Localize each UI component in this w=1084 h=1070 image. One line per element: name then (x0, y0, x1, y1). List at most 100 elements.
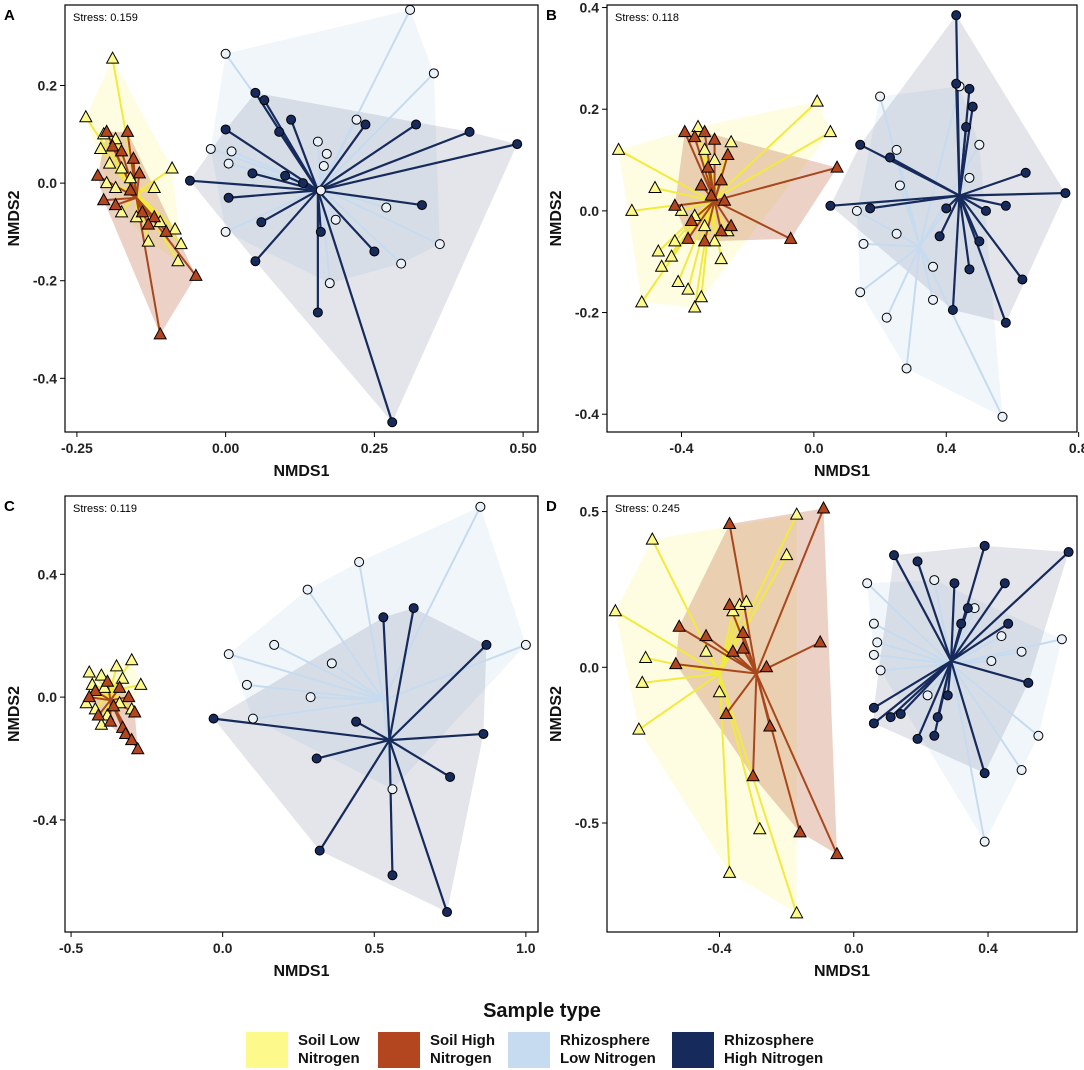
point-rhizo-low (220, 48, 231, 59)
point-soil-high (672, 619, 687, 632)
point-rhizo-high (360, 119, 371, 130)
spider-line-rhizo-high (889, 156, 961, 197)
point-rhizo-low (330, 214, 341, 225)
point-soil-high (120, 124, 135, 137)
panel-d: D Stress: 0.245 -0.4 0.0 0.4 0.5 0.0 -0.5 NMDS1 N… (546, 495, 1078, 980)
x-tick-label: 0.4 (937, 440, 957, 456)
panel-letter: B (546, 7, 557, 24)
point-soil-low (789, 507, 804, 520)
legend-swatch-soil-high (378, 1032, 420, 1068)
point-rhizo-low (315, 185, 326, 196)
spider-line-rhizo-low (320, 187, 402, 265)
spider-line-soil-high (714, 199, 792, 240)
spider-line-rhizo-high (958, 194, 1024, 281)
y-tick-label: -0.4 (575, 406, 599, 422)
spider-line-rhizo-high (388, 607, 415, 741)
spider-line-soil-low (654, 187, 712, 202)
point-soil-low (147, 180, 162, 193)
spider-line-rhizo-high (916, 660, 953, 740)
point-soil-low (79, 695, 94, 709)
point-rhizo-low (220, 226, 231, 237)
spider-line-soil-low (718, 673, 761, 830)
point-soil-low (687, 299, 702, 313)
point-soil-high (830, 160, 844, 173)
spider-line-rhizo-high (388, 739, 449, 913)
spider-line-soil-high (675, 663, 757, 675)
point-rhizo-low (324, 278, 335, 289)
point-soil-low (645, 532, 660, 545)
legend-title: Sample type (483, 1000, 601, 1022)
spider-line-soil-low (94, 690, 112, 711)
point-rhizo-high (951, 78, 962, 89)
point-soil-high (684, 213, 699, 227)
point-rhizo-high (416, 200, 427, 211)
point-rhizo-low (891, 228, 902, 239)
spider-line-soil-low (710, 200, 716, 242)
y-axis-title: NMDS2 (6, 190, 23, 246)
point-soil-high (816, 500, 831, 514)
x-tick-label: -0.4 (669, 440, 693, 456)
spider-line-soil-low (694, 199, 712, 217)
point-soil-low (174, 236, 188, 250)
point-rhizo-high (259, 95, 270, 106)
spider-line-rhizo-low (918, 86, 961, 247)
point-rhizo-high (1060, 188, 1071, 199)
point-soil-high (813, 634, 828, 648)
spider-line-soil-low (718, 673, 798, 914)
point-soil-low (632, 722, 646, 735)
point-rhizo-low (428, 68, 439, 79)
x-tick-label: 0.0 (844, 940, 864, 956)
spider-line-rhizo-high (950, 660, 986, 774)
point-soil-low (171, 253, 185, 267)
point-soil-low (697, 142, 712, 155)
point-rhizo-high (912, 556, 923, 567)
point-soil-low (707, 233, 722, 247)
point-soil-high (722, 516, 737, 530)
point-rhizo-low (205, 143, 216, 154)
point-soil-high (724, 218, 738, 232)
point-rhizo-low (922, 690, 933, 701)
point-rhizo-high (964, 83, 975, 94)
point-rhizo-high (220, 124, 231, 135)
y-tick-label: 0.0 (38, 689, 58, 705)
spider-line-soil-high (728, 523, 758, 674)
spider-line-rhizo-high (958, 126, 968, 196)
spider-line-rhizo-high (316, 190, 394, 423)
spider-line-soil-low (614, 610, 720, 675)
point-soil-low (810, 94, 825, 107)
x-tick-label: -0.25 (61, 440, 93, 456)
point-soil-low (699, 644, 713, 657)
point-rhizo-high (941, 203, 952, 214)
legend-label-soil-low: Soil Low Nitrogen (298, 1032, 360, 1067)
point-soil-low (634, 294, 649, 308)
spider-line-rhizo-low (383, 643, 527, 702)
spider-line-rhizo-high (950, 582, 1006, 662)
point-rhizo-high (478, 728, 489, 739)
panel-c: C Stress: 0.119 -0.5 0.0 0.5 1.0 0.4 0.0 -0.4 NMD… (4, 495, 539, 980)
point-rhizo-high (250, 256, 261, 267)
legend-label-rhizo-high: Rhizosphere High Nitrogen (724, 1032, 824, 1067)
spider-line-rhizo-high (873, 660, 952, 725)
spider-line-soil-high (683, 131, 716, 202)
spider-line-rhizo-high (951, 195, 961, 311)
point-soil-low (681, 282, 695, 295)
legend-label-soil-high: Soil High Nitrogen (430, 1032, 495, 1067)
point-rhizo-high (942, 690, 953, 701)
point-rhizo-high (932, 712, 943, 723)
point-soil-low (707, 152, 722, 166)
point-soil-high (123, 182, 138, 196)
panel-a: A Stress: 0.159 -0.25 0.00 0.25 0.50 0.2 0.0 -0.… (4, 4, 539, 480)
spider-line-soil-high (752, 673, 758, 777)
stress-label: Stress: 0.119 (73, 503, 137, 515)
spider-line-rhizo-low (898, 185, 921, 247)
stress-label: Stress: 0.159 (73, 12, 138, 24)
point-rhizo-low (979, 836, 990, 847)
point-soil-high (694, 177, 709, 191)
point-rhizo-high (387, 417, 398, 428)
x-tick-label: 0.0 (804, 440, 824, 456)
point-rhizo-high (481, 639, 492, 650)
point-soil-high (124, 732, 139, 746)
legend-swatch-rhizo-high (672, 1032, 714, 1068)
point-soil-high (114, 143, 129, 157)
point-soil-high (704, 188, 719, 201)
